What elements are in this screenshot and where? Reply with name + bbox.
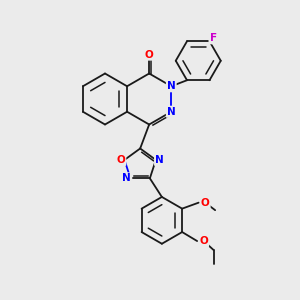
- Text: O: O: [116, 155, 125, 165]
- Text: F: F: [209, 33, 217, 43]
- Text: N: N: [167, 107, 176, 117]
- Text: O: O: [200, 236, 208, 246]
- Text: N: N: [167, 81, 176, 91]
- Text: O: O: [201, 198, 210, 208]
- Text: N: N: [122, 173, 131, 183]
- Text: O: O: [145, 50, 154, 60]
- Text: N: N: [155, 155, 164, 165]
